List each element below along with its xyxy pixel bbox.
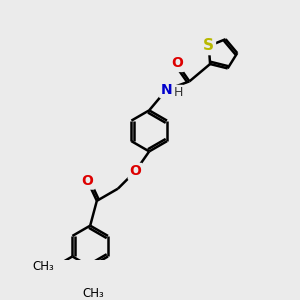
Text: O: O <box>129 164 141 178</box>
Text: N: N <box>161 83 172 97</box>
Text: CH₃: CH₃ <box>33 260 54 273</box>
Text: CH₃: CH₃ <box>83 287 104 300</box>
Text: S: S <box>203 38 214 53</box>
Text: H: H <box>173 86 183 99</box>
Text: O: O <box>171 56 183 70</box>
Text: O: O <box>82 174 94 188</box>
